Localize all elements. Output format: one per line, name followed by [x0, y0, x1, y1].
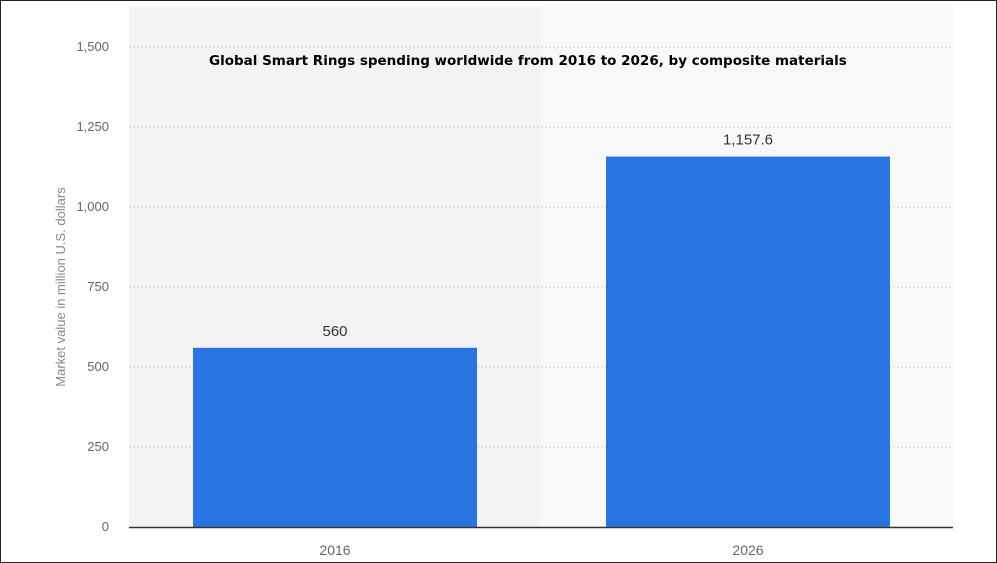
bar [606, 156, 890, 527]
x-tick-label: 2026 [732, 542, 763, 558]
y-tick-label: 1,250 [76, 119, 109, 134]
y-tick-label: 1,000 [76, 199, 109, 214]
bars: 560 1,157.6 [193, 132, 890, 527]
bar [193, 347, 477, 527]
bar-value-label: 1,157.6 [723, 132, 773, 149]
y-tick-label: 1,500 [76, 39, 109, 54]
y-axis-title: Market value in million U.S. dollars [53, 187, 68, 387]
y-tick-label: 750 [87, 279, 109, 294]
y-axis-ticks: 0 250 500 750 1,000 1,250 1,500 [76, 39, 109, 534]
y-tick-label: 250 [87, 439, 109, 454]
x-axis-ticks: 2016 2026 [319, 542, 763, 558]
y-tick-label: 0 [102, 519, 109, 534]
y-tick-label: 500 [87, 359, 109, 374]
chart-title: Global Smart Rings spending worldwide fr… [209, 53, 847, 69]
bar-value-label: 560 [322, 323, 347, 340]
x-tick-label: 2016 [319, 542, 350, 558]
